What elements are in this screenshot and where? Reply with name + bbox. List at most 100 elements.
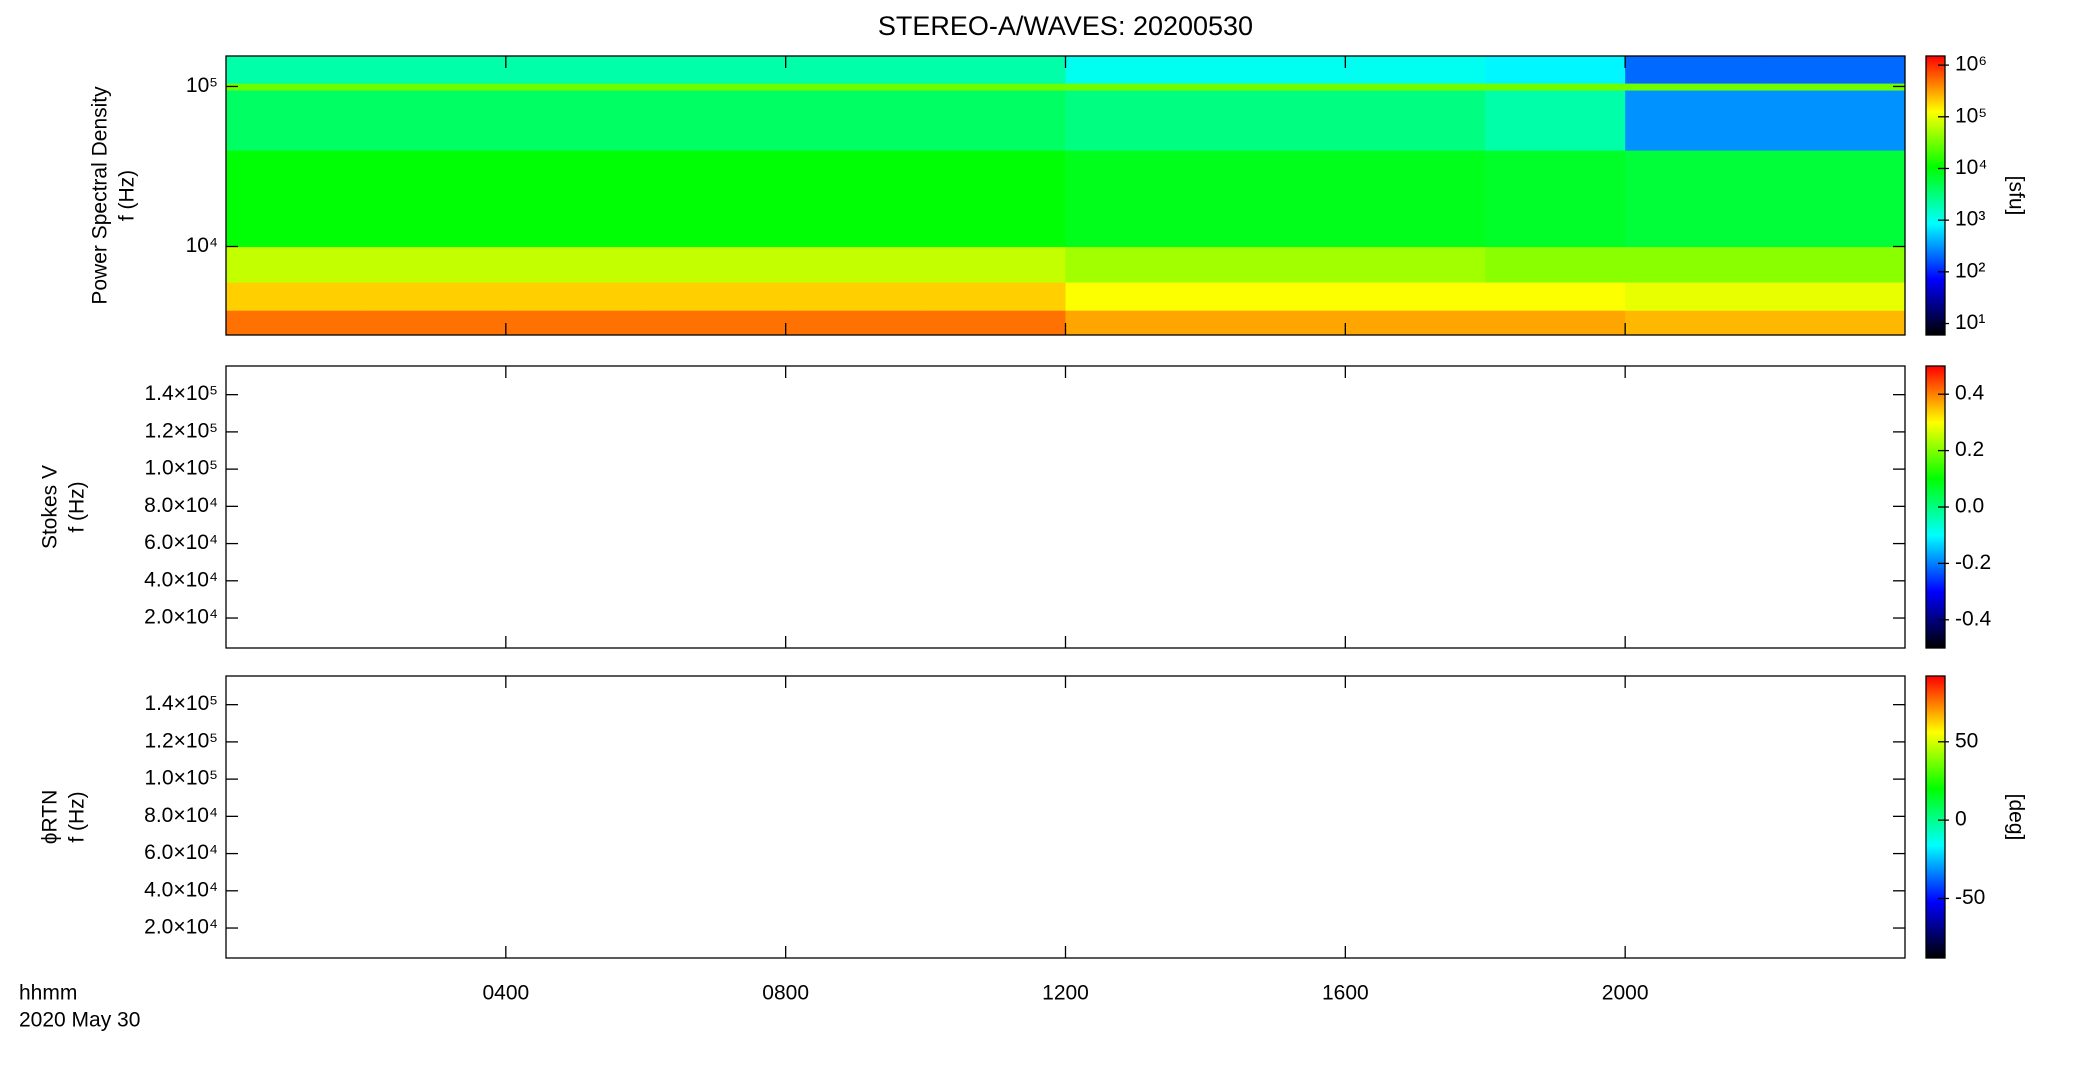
heatmap-cell bbox=[1765, 282, 1906, 311]
heatmap-cell bbox=[1205, 56, 1346, 84]
heatmap-cell bbox=[645, 282, 787, 311]
heatmap-cell bbox=[1065, 282, 1206, 311]
y-axis-label: f (Hz) bbox=[66, 791, 89, 842]
heatmap-cell bbox=[1625, 246, 1766, 283]
heatmap-cell bbox=[785, 150, 927, 248]
y-tick-label: 1.0×10⁵ bbox=[144, 767, 218, 790]
colorbar-tick-label: 10¹ bbox=[1955, 311, 1985, 334]
heatmap-cell bbox=[1205, 246, 1346, 283]
heatmap-cell bbox=[1625, 56, 1766, 84]
heatmap-cell bbox=[785, 90, 927, 151]
heatmap-cell bbox=[1205, 150, 1346, 248]
heatmap-cell bbox=[1065, 83, 1206, 91]
heatmap-cell bbox=[226, 83, 367, 91]
heatmap-cell bbox=[1485, 83, 1626, 91]
colorbar-tick-label: 50 bbox=[1955, 729, 1978, 752]
heatmap-cell bbox=[226, 246, 367, 283]
y-tick-label: 2.0×10⁴ bbox=[144, 606, 218, 629]
heatmap-cell bbox=[1485, 90, 1626, 151]
heatmap-cell bbox=[925, 83, 1066, 91]
heatmap-cell bbox=[785, 282, 927, 311]
heatmap-cell bbox=[645, 246, 787, 283]
y-axis-label: ϕRTN bbox=[39, 790, 62, 845]
heatmap-cell bbox=[365, 310, 507, 336]
heatmap-cell bbox=[1625, 83, 1766, 91]
heatmap-cell bbox=[1765, 83, 1906, 91]
heatmap-cell bbox=[1765, 56, 1906, 84]
heatmap-cell bbox=[1765, 246, 1906, 283]
heatmap-cell bbox=[645, 83, 787, 91]
heatmap-cell bbox=[925, 310, 1066, 336]
heatmap-cell bbox=[1205, 83, 1346, 91]
y-tick-label: 1.4×10⁵ bbox=[144, 692, 218, 715]
heatmap-cell bbox=[226, 282, 367, 311]
heatmap-cell bbox=[365, 90, 507, 151]
heatmap-cell bbox=[1345, 282, 1486, 311]
heatmap-cell bbox=[1485, 150, 1626, 248]
heatmap-cell bbox=[1485, 310, 1626, 336]
heatmap-cell bbox=[645, 56, 787, 84]
y-tick-label: 4.0×10⁴ bbox=[144, 568, 218, 591]
heatmap-cell bbox=[1765, 150, 1906, 248]
heatmap-cell bbox=[365, 56, 507, 84]
heatmap-cell bbox=[785, 246, 927, 283]
heatmap-cell bbox=[1205, 90, 1346, 151]
x-axis-label: 2020 May 30 bbox=[19, 1009, 140, 1032]
colorbar-label: [sfu] bbox=[2004, 176, 2027, 216]
heatmap-cell bbox=[505, 282, 647, 311]
x-tick-label: 0400 bbox=[482, 982, 529, 1005]
y-tick-label: 1.4×10⁵ bbox=[144, 382, 218, 405]
heatmap-cell bbox=[645, 150, 787, 248]
colorbar bbox=[1925, 55, 1946, 336]
y-axis-label: Stokes V bbox=[39, 465, 62, 549]
x-tick-label: 2000 bbox=[1602, 982, 1649, 1005]
y-tick-label: 2.0×10⁴ bbox=[144, 916, 218, 939]
y-tick-label: 6.0×10⁴ bbox=[144, 841, 218, 864]
colorbar-tick-label: -0.2 bbox=[1955, 551, 1991, 574]
colorbar-tick-label: 10² bbox=[1955, 259, 1985, 282]
heatmap-cell bbox=[925, 56, 1066, 84]
y-tick-label: 4.0×10⁴ bbox=[144, 878, 218, 901]
y-tick-label: 8.0×10⁴ bbox=[144, 494, 218, 517]
colorbar bbox=[1925, 675, 1946, 959]
heatmap-cell bbox=[1065, 150, 1206, 248]
heatmap-cell bbox=[1625, 150, 1766, 248]
heatmap-cell bbox=[365, 246, 507, 283]
heatmap-cell bbox=[505, 150, 647, 248]
colorbar-tick-label: 10⁴ bbox=[1955, 156, 1987, 179]
y-tick-label: 10⁵ bbox=[186, 74, 218, 97]
colorbar-tick-label: 0.4 bbox=[1955, 382, 1985, 405]
heatmap-cell bbox=[226, 310, 367, 336]
colorbar-tick-label: -50 bbox=[1955, 886, 1985, 909]
heatmap-cell bbox=[226, 150, 367, 248]
heatmap-cell bbox=[505, 246, 647, 283]
heatmap-cell bbox=[505, 90, 647, 151]
heatmap-cell bbox=[1065, 56, 1206, 84]
colorbar-tick-label: 10⁶ bbox=[1955, 53, 1987, 76]
heatmap-cell bbox=[925, 246, 1066, 283]
x-tick-label: 1200 bbox=[1042, 982, 1089, 1005]
colorbar-tick-label: 0 bbox=[1955, 808, 1967, 831]
heatmap-cell bbox=[1485, 246, 1626, 283]
heatmap-cell bbox=[505, 83, 647, 91]
heatmap-cell bbox=[1625, 310, 1766, 336]
heatmap-cell bbox=[1345, 246, 1486, 283]
x-tick-label: 0800 bbox=[762, 982, 809, 1005]
colorbar-tick-label: 0.0 bbox=[1955, 495, 1984, 518]
y-axis-label: f (Hz) bbox=[116, 170, 139, 221]
colorbar-label: [deg] bbox=[2004, 794, 2027, 841]
y-axis-label: f (Hz) bbox=[66, 481, 89, 532]
heatmap-cell bbox=[1345, 150, 1486, 248]
y-tick-label: 10⁴ bbox=[186, 234, 218, 257]
heatmap-cell bbox=[1765, 310, 1906, 336]
heatmap-cell bbox=[645, 90, 787, 151]
heatmap-cell bbox=[645, 310, 787, 336]
heatmap-cell bbox=[505, 56, 647, 84]
y-axis-label: Power Spectral Density bbox=[89, 86, 112, 305]
heatmap-cell bbox=[785, 83, 927, 91]
heatmap-cell bbox=[1345, 310, 1486, 336]
heatmap-cell bbox=[226, 90, 367, 151]
heatmap-cell bbox=[1345, 56, 1486, 84]
heatmap-cell bbox=[365, 150, 507, 248]
